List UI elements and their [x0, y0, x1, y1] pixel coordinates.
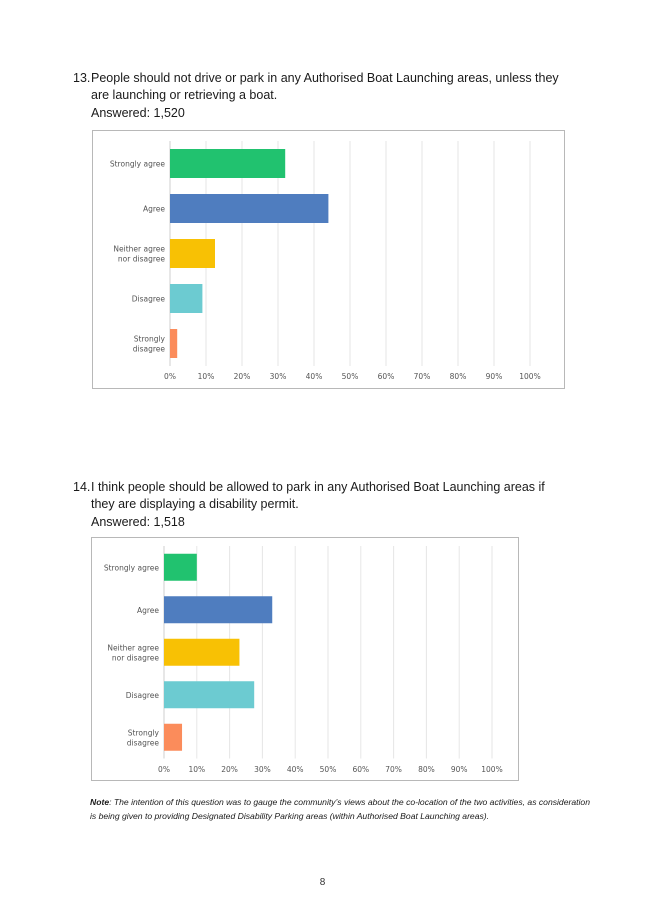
bar [164, 638, 240, 666]
bar [170, 149, 286, 178]
note: Note: The intention of this question was… [90, 795, 590, 823]
bar [170, 194, 329, 223]
x-tick-label: 100% [481, 765, 502, 774]
bar [170, 239, 215, 268]
bar [170, 329, 178, 358]
category-label: Disagree [132, 295, 166, 304]
chart-q14: 0% 10% 20% 30% 40% 50% 60% 70% 80% 90% 100% Strongl… [91, 537, 519, 781]
chart-q14-svg: 0% 10% 20% 30% 40% 50% 60% 70% 80% 90% 100% Strongl… [104, 546, 503, 774]
bar [164, 553, 197, 581]
question-13-number: 13. [73, 71, 91, 85]
x-tick-label: 40% [287, 765, 304, 774]
question-14-answered: Answered: 1,518 [91, 515, 185, 529]
x-tick-label: 20% [221, 765, 238, 774]
category-label: Strongly agree [104, 563, 160, 572]
bar [164, 681, 255, 709]
category-label: Strongly disagree [127, 728, 160, 747]
category-label: Strongly agree [110, 160, 166, 169]
question-14: 14. I think people should be allowed to … [73, 479, 573, 515]
x-tick-label: 100% [519, 372, 540, 381]
chart-q13-svg: 0% 10% 20% 30% 40% 50% 60% 70% 80% 90% 100% Strongl… [110, 141, 541, 381]
bar [170, 284, 203, 313]
x-tick-label: 0% [164, 372, 176, 381]
category-label: Agree [137, 606, 159, 615]
category-label: Agree [143, 205, 165, 214]
x-tick-label: 60% [352, 765, 369, 774]
x-tick-label: 50% [342, 372, 359, 381]
category-label: Neither agree nor disagree [113, 245, 165, 264]
x-tick-label: 90% [486, 372, 503, 381]
bar [164, 596, 273, 624]
note-text: : The intention of this question was to … [90, 797, 590, 821]
x-tick-label: 80% [450, 372, 467, 381]
x-tick-label: 90% [451, 765, 468, 774]
x-tick-label: 70% [385, 765, 402, 774]
bar [164, 723, 183, 751]
question-13-text: People should not drive or park in any A… [91, 71, 559, 102]
x-tick-label: 20% [234, 372, 251, 381]
question-13: 13. People should not drive or park in a… [73, 70, 573, 106]
x-tick-label: 50% [320, 765, 337, 774]
x-tick-label: 0% [158, 765, 170, 774]
question-14-number: 14. [73, 480, 91, 494]
note-label: Note [90, 797, 110, 807]
x-tick-label: 30% [270, 372, 287, 381]
page-number: 8 [319, 877, 326, 888]
category-label: Strongly disagree [133, 335, 166, 354]
question-13-answered: Answered: 1,520 [91, 106, 185, 120]
x-tick-label: 30% [254, 765, 271, 774]
x-tick-label: 40% [306, 372, 323, 381]
x-tick-label: 80% [418, 765, 435, 774]
category-label: Neither agree nor disagree [107, 643, 159, 662]
question-14-text: I think people should be allowed to park… [91, 480, 545, 511]
x-tick-label: 10% [198, 372, 215, 381]
category-label: Disagree [126, 691, 160, 700]
x-tick-label: 60% [378, 372, 395, 381]
chart-q13: 0% 10% 20% 30% 40% 50% 60% 70% 80% 90% 100% Strongl… [92, 130, 565, 389]
x-tick-label: 70% [414, 372, 431, 381]
x-tick-label: 10% [188, 765, 205, 774]
